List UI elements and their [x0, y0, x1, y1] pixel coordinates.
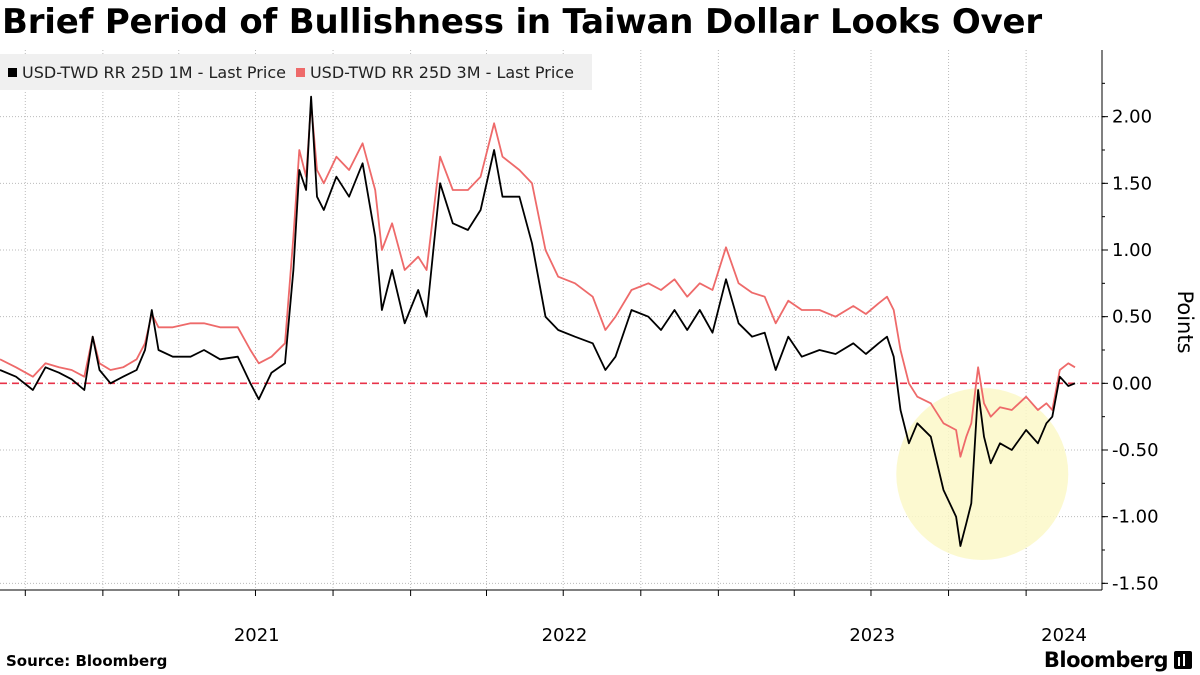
source-note: Source: Bloomberg: [6, 652, 168, 670]
y-tick-label: 0.50: [1112, 307, 1152, 328]
legend-item-1m: USD-TWD RR 25D 1M - Last Price: [8, 63, 286, 82]
y-tick-label: -0.50: [1112, 440, 1159, 461]
y-axis: 2.00 1.50 1.00 0.50 0.00 -0.50 -1.00 -1.50: [1101, 50, 1159, 594]
legend-label-3m: USD-TWD RR 25D 3M - Last Price: [309, 62, 574, 82]
brand-name: Bloomberg: [1043, 648, 1169, 672]
brand-logo: Bloomberg: [1044, 648, 1192, 672]
y-tick-label: -1.00: [1112, 507, 1159, 528]
legend-swatch-3m: [295, 67, 305, 77]
y-tick-label: 0.00: [1112, 373, 1152, 394]
x-axis: 2021 2022 2023 2024: [0, 589, 1102, 646]
chart-title: Brief Period of Bullishness in Taiwan Do…: [2, 2, 1042, 42]
highlight-circle: [896, 388, 1069, 560]
x-tick-label: 2021: [234, 625, 280, 646]
series-layer: [0, 95, 1076, 547]
legend: USD-TWD RR 25D 1M - Last Price USD-TWD R…: [0, 54, 592, 90]
legend-item-3m: USD-TWD RR 25D 3M - Last Price: [295, 62, 574, 82]
x-tick-label: 2022: [542, 625, 588, 646]
legend-label-1m: USD-TWD RR 25D 1M - Last Price: [22, 62, 286, 82]
x-tick-label: 2023: [849, 625, 895, 646]
y-tick-label: -1.50: [1112, 573, 1159, 594]
series-line-1m: [0, 95, 1076, 547]
legend-swatch-1m: [8, 67, 17, 77]
y-tick-label: 1.50: [1112, 173, 1152, 194]
y-axis-label: Points: [1173, 290, 1197, 353]
x-tick-label: 2024: [1041, 625, 1087, 646]
y-tick-label: 2.00: [1112, 107, 1152, 128]
bloomberg-terminal-icon: [1174, 651, 1192, 669]
series-line-3m: [0, 102, 1076, 458]
y-tick-label: 1.00: [1112, 240, 1152, 261]
